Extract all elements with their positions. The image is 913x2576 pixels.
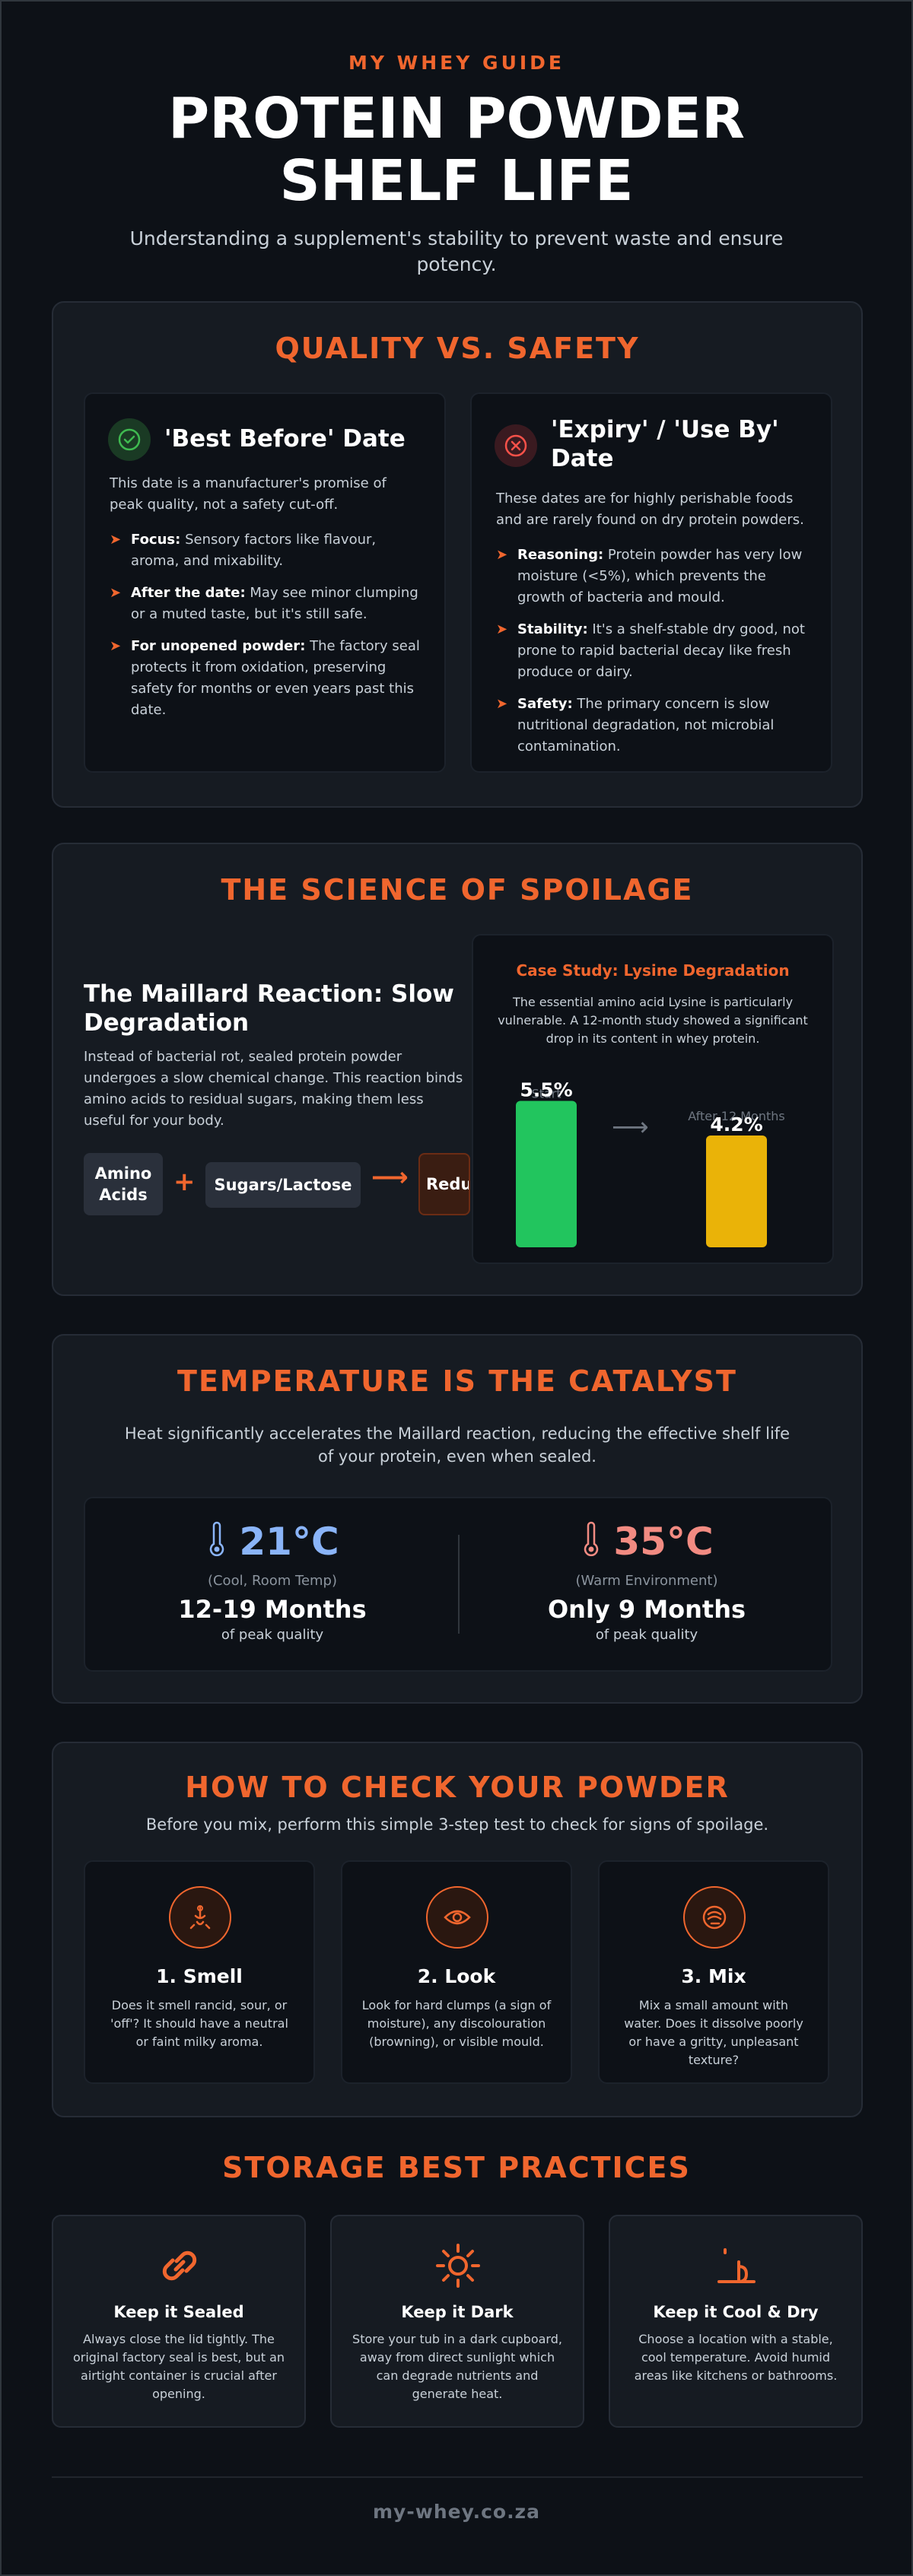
cool-temp-months: 12-19 Months	[178, 1595, 367, 1624]
thermometer-icon	[580, 1521, 603, 1562]
check-step-text: Does it smell rancid, sour, or 'off'? It…	[110, 1998, 288, 2049]
pill-sugars: Sugars/Lactose	[205, 1162, 361, 1208]
storage-card-sealed: Keep it Sealed Always close the lid tigh…	[52, 2215, 306, 2428]
footer-divider	[52, 2476, 863, 2478]
maillard-title: The Maillard Reaction: Slow Degradation	[84, 980, 454, 1037]
chart-bar	[516, 1101, 577, 1247]
list-item: ➤ Stability: It's a shelf-stable dry good…	[496, 621, 805, 680]
page-title: PROTEIN POWDER SHELF LIFE	[167, 86, 746, 214]
storage-card-text: Choose a location with a stable, cool te…	[634, 2332, 838, 2383]
quality-safety-section: QUALITY VS. SAFETY 'Best Before' Date Th…	[52, 301, 863, 808]
cool-temp-value: 21°C	[239, 1520, 339, 1564]
storage-card-title: Keep it Dark	[401, 2303, 514, 2321]
best-before-card: 'Best Before' Date This date is a manufa…	[84, 392, 446, 773]
expiry-bullets: ➤ Reasoning: Protein powder has very low …	[496, 534, 811, 758]
header: MY WHEY GUIDE PROTEIN POWDER SHELF LIFE …	[2, 2, 911, 278]
arrow-right-icon: ⟶	[371, 1162, 409, 1193]
warm-temperature: 35°C (Warm Environment) Only 9 Months of…	[460, 1520, 834, 1643]
cool-temp-label: (Cool, Room Temp)	[207, 1573, 338, 1589]
divider	[458, 1535, 460, 1634]
nose-icon	[169, 1886, 231, 1949]
check-step-text: Mix a small amount with water. Does it d…	[624, 1998, 803, 2067]
check-step-mix: 3. Mix Mix a small amount with water. Do…	[598, 1860, 829, 2084]
pill-result: Reduced Bioavailability	[418, 1153, 470, 1215]
list-item: ➤ For unopened powder: The factory seal p…	[110, 638, 420, 718]
section-title: TEMPERATURE IS THE CATALYST	[177, 1364, 737, 1398]
footer-site-link[interactable]: my-whey.co.za	[373, 2501, 540, 2523]
list-item: ➤ After the date: May see minor clumping …	[110, 585, 418, 622]
temperature-section: TEMPERATURE IS THE CATALYST Heat signifi…	[52, 1334, 863, 1704]
eye-icon	[426, 1886, 488, 1949]
check-step-title: 3. Mix	[681, 1965, 746, 1987]
check-subtitle: Before you mix, perform this simple 3-st…	[145, 1815, 769, 1834]
chart-category-label: Start	[531, 1087, 561, 1101]
mix-icon	[683, 1886, 746, 1949]
chart-value-label: 4.2%	[710, 1113, 762, 1136]
expiry-title: 'Expiry' / 'Use By' Date	[551, 416, 779, 472]
storage-card-text: Store your tub in a dark cupboard, away …	[352, 2332, 562, 2401]
storage-card-text: Always close the lid tightly. The origin…	[72, 2332, 285, 2401]
list-item: ➤ Focus: Sensory factors like flavour, ar…	[110, 532, 377, 569]
check-step-look: 2. Look Look for hard clumps (a sign of …	[341, 1860, 572, 2084]
link-icon	[153, 2239, 206, 2295]
sun-icon	[431, 2239, 485, 2295]
chart-arrow-icon: ⟶	[612, 1112, 649, 1142]
plus-sign: +	[173, 1167, 196, 1197]
check-step-title: 2. Look	[417, 1965, 496, 1987]
check-step-title: 1. Smell	[156, 1965, 243, 1987]
shelf-icon	[710, 2239, 763, 2295]
best-before-title: 'Best Before' Date	[164, 425, 406, 453]
storage-card-dark: Keep it Dark Store your tub in a dark cu…	[330, 2215, 584, 2428]
best-before-intro: This date is a manufacturer's promise of…	[110, 475, 387, 513]
page-subtitle: Understanding a supplement's stability t…	[129, 227, 784, 275]
storage-card-title: Keep it Sealed	[113, 2303, 244, 2321]
best-before-bullets: ➤ Focus: Sensory factors like flavour, ar…	[110, 519, 425, 721]
eyebrow: MY WHEY GUIDE	[348, 52, 565, 74]
case-study-card: Case Study: Lysine Degradation The essen…	[472, 934, 834, 1264]
temperature-card: 21°C (Cool, Room Temp) 12-19 Months of p…	[84, 1497, 832, 1672]
storage-title: STORAGE BEST PRACTICES	[222, 2151, 691, 2184]
section-title: THE SCIENCE OF SPOILAGE	[221, 873, 694, 907]
chart-bar	[706, 1136, 767, 1247]
storage-card-title: Keep it Cool & Dry	[653, 2303, 819, 2321]
section-title: QUALITY VS. SAFETY	[275, 332, 640, 365]
maillard-text: Instead of bacterial rot, sealed protein…	[84, 1049, 463, 1129]
check-step-text: Look for hard clumps (a sign of moisture…	[361, 1998, 552, 2049]
temperature-description: Heat significantly accelerates the Maill…	[124, 1425, 791, 1466]
cool-temp-peak: of peak quality	[221, 1627, 324, 1643]
section-title: HOW TO CHECK YOUR POWDER	[185, 1771, 730, 1804]
chart-category-label: After 12 Months	[688, 1109, 784, 1123]
case-study-text: The essential amino acid Lysine is parti…	[498, 995, 808, 1046]
warm-temp-months: Only 9 Months	[547, 1595, 746, 1624]
list-item: ➤ Reasoning: Protein powder has very low …	[496, 547, 803, 605]
check-step-smell: 1. Smell Does it smell rancid, sour, or …	[84, 1860, 315, 2084]
check-circle-icon	[108, 418, 151, 461]
case-study-title: Case Study: Lysine Degradation	[516, 961, 790, 980]
expiry-intro: These dates are for highly perishable fo…	[496, 491, 804, 528]
cool-temperature: 21°C (Cool, Room Temp) 12-19 Months of p…	[85, 1520, 460, 1643]
storage-card-cool-dry: Keep it Cool & Dry Choose a location wit…	[609, 2215, 863, 2428]
list-item: ➤ Safety: The primary concern is slow nut…	[496, 696, 775, 754]
science-section: THE SCIENCE OF SPOILAGE The Maillard Rea…	[52, 843, 863, 1296]
warm-temp-value: 35°C	[613, 1520, 714, 1564]
expiry-card: 'Expiry' / 'Use By' Date These dates are…	[470, 392, 832, 773]
pill-amino-acids: Amino Acids	[84, 1153, 163, 1215]
warm-temp-peak: of peak quality	[595, 1627, 698, 1643]
chart-value-label: 5.5%	[520, 1079, 572, 1101]
thermometer-icon	[205, 1521, 228, 1562]
warm-temp-label: (Warm Environment)	[575, 1573, 718, 1589]
x-circle-icon	[495, 424, 537, 467]
check-section: HOW TO CHECK YOUR POWDER Before you mix,…	[52, 1742, 863, 2117]
